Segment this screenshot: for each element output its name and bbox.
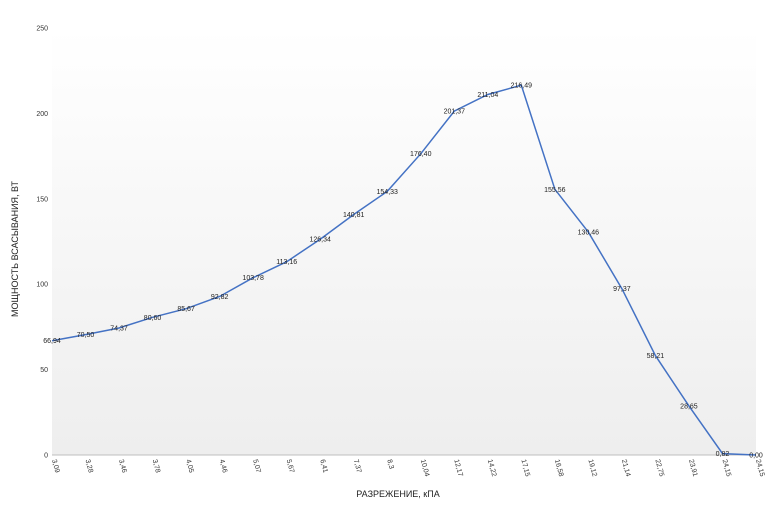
data-label: 140,81 xyxy=(343,212,365,219)
data-label: 211,04 xyxy=(477,92,498,99)
data-label: 130,46 xyxy=(578,230,600,237)
x-tick-label: 3,78 xyxy=(151,459,161,474)
y-tick-label: 200 xyxy=(36,111,48,118)
data-label: 0,82 xyxy=(716,451,730,458)
x-tick-label: 8,3 xyxy=(385,459,394,470)
data-labels: 66,94 70,50 74,37 80,60 85,67 92,82 103,78 113,… xyxy=(43,83,763,460)
data-label: 66,94 xyxy=(43,338,61,345)
data-label: 154,33 xyxy=(377,189,399,196)
x-tick-label: 21,14 xyxy=(620,459,631,478)
data-label: 155,56 xyxy=(544,187,566,194)
x-tick-label: 3,46 xyxy=(117,459,127,474)
y-axis: 0 50 100 150 200 250 xyxy=(36,26,48,460)
x-tick-label: 4,05 xyxy=(184,459,194,474)
x-tick-label: 4,46 xyxy=(218,459,228,474)
x-tick-label: 10,04 xyxy=(419,459,430,478)
y-axis-title: МОЩНОСТЬ ВСАСЫВАНИЯ, ВТ xyxy=(10,181,20,317)
x-tick-label: 5,07 xyxy=(251,459,261,474)
x-tick-label: 12,17 xyxy=(452,459,463,478)
data-label: 126,34 xyxy=(309,237,331,244)
y-tick-label: 0 xyxy=(44,453,48,460)
x-tick-label: 3,28 xyxy=(84,459,94,474)
data-label: 103,78 xyxy=(242,275,264,282)
data-label: 216,49 xyxy=(511,83,533,90)
x-axis: 3,09 3,28 3,46 3,78 4,05 4,46 5,07 5,67 6,41 7,37… xyxy=(50,459,765,478)
data-label: 97,37 xyxy=(613,286,631,293)
x-axis-title: РАЗРЕЖЕНИЕ, кПА xyxy=(356,489,439,499)
series-line xyxy=(51,84,757,456)
data-label: 201,37 xyxy=(444,109,466,116)
x-tick-label: 16,58 xyxy=(553,459,564,478)
x-tick-label: 17,15 xyxy=(519,459,530,478)
x-tick-label: 24,15 xyxy=(721,459,732,478)
x-tick-label: 24,15 xyxy=(754,459,765,478)
data-label: 92,82 xyxy=(211,294,229,301)
data-label: 58,21 xyxy=(647,353,665,360)
x-tick-label: 23,91 xyxy=(687,459,698,478)
data-label: 28,65 xyxy=(680,404,698,411)
x-tick-label: 22,75 xyxy=(653,459,664,478)
y-tick-label: 100 xyxy=(36,282,48,289)
plot-area-background xyxy=(52,28,756,455)
x-tick-label: 7,37 xyxy=(352,459,362,474)
x-tick-label: 6,41 xyxy=(318,459,328,474)
data-label: 176,40 xyxy=(410,151,432,158)
data-label: 85,67 xyxy=(177,306,195,313)
data-label: 70,50 xyxy=(77,332,95,339)
y-tick-label: 250 xyxy=(36,26,48,33)
data-label: 0,00 xyxy=(749,453,763,460)
data-label: 74,37 xyxy=(110,325,128,332)
data-label: 80,60 xyxy=(144,315,162,322)
data-label: 113,16 xyxy=(276,259,297,266)
x-tick-label: 19,12 xyxy=(586,459,597,478)
y-tick-label: 150 xyxy=(36,196,48,203)
y-tick-label: 50 xyxy=(40,367,48,374)
x-tick-label: 3,09 xyxy=(50,459,60,474)
x-tick-label: 14,22 xyxy=(486,459,497,478)
x-tick-label: 5,67 xyxy=(285,459,295,474)
